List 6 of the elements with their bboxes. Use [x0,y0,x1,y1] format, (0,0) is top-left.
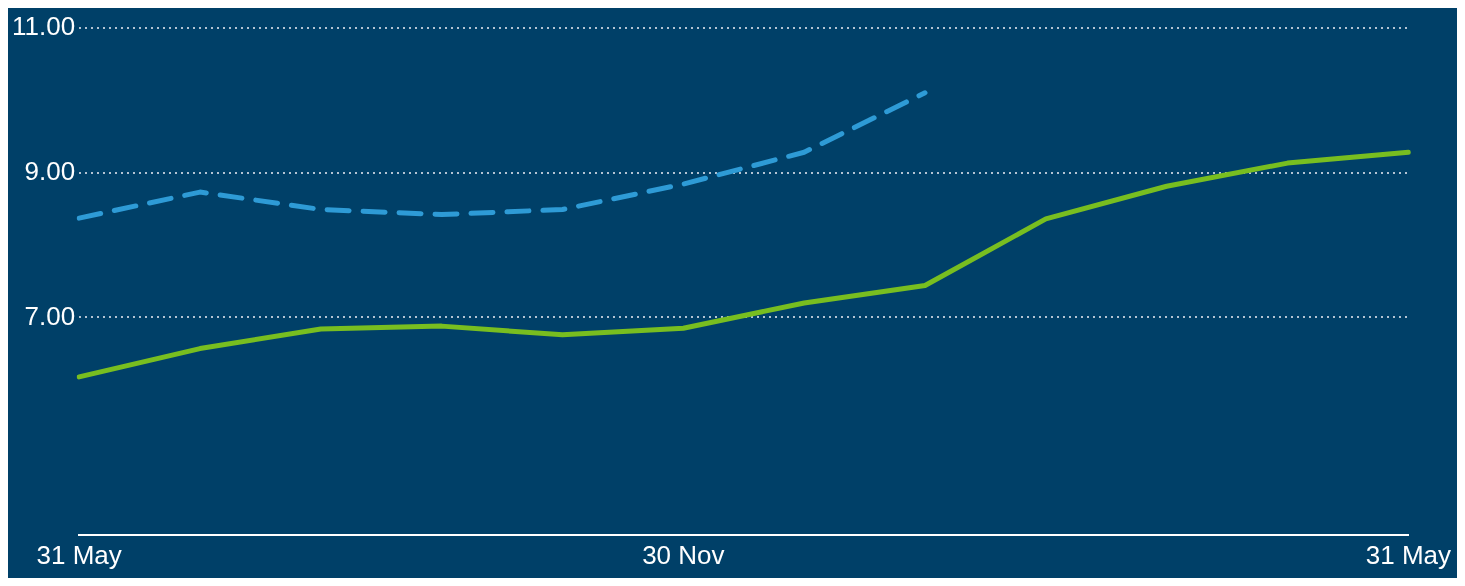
x-tick-label: 31 May [36,539,122,570]
x-tick-label: 30 Nov [642,539,725,570]
y-tick-label: 9.00 [24,155,76,186]
y-tick-label: 11.00 [11,10,76,41]
y-tick-label: 7.00 [24,300,76,331]
x-tick-label: 31 May [1365,539,1451,570]
